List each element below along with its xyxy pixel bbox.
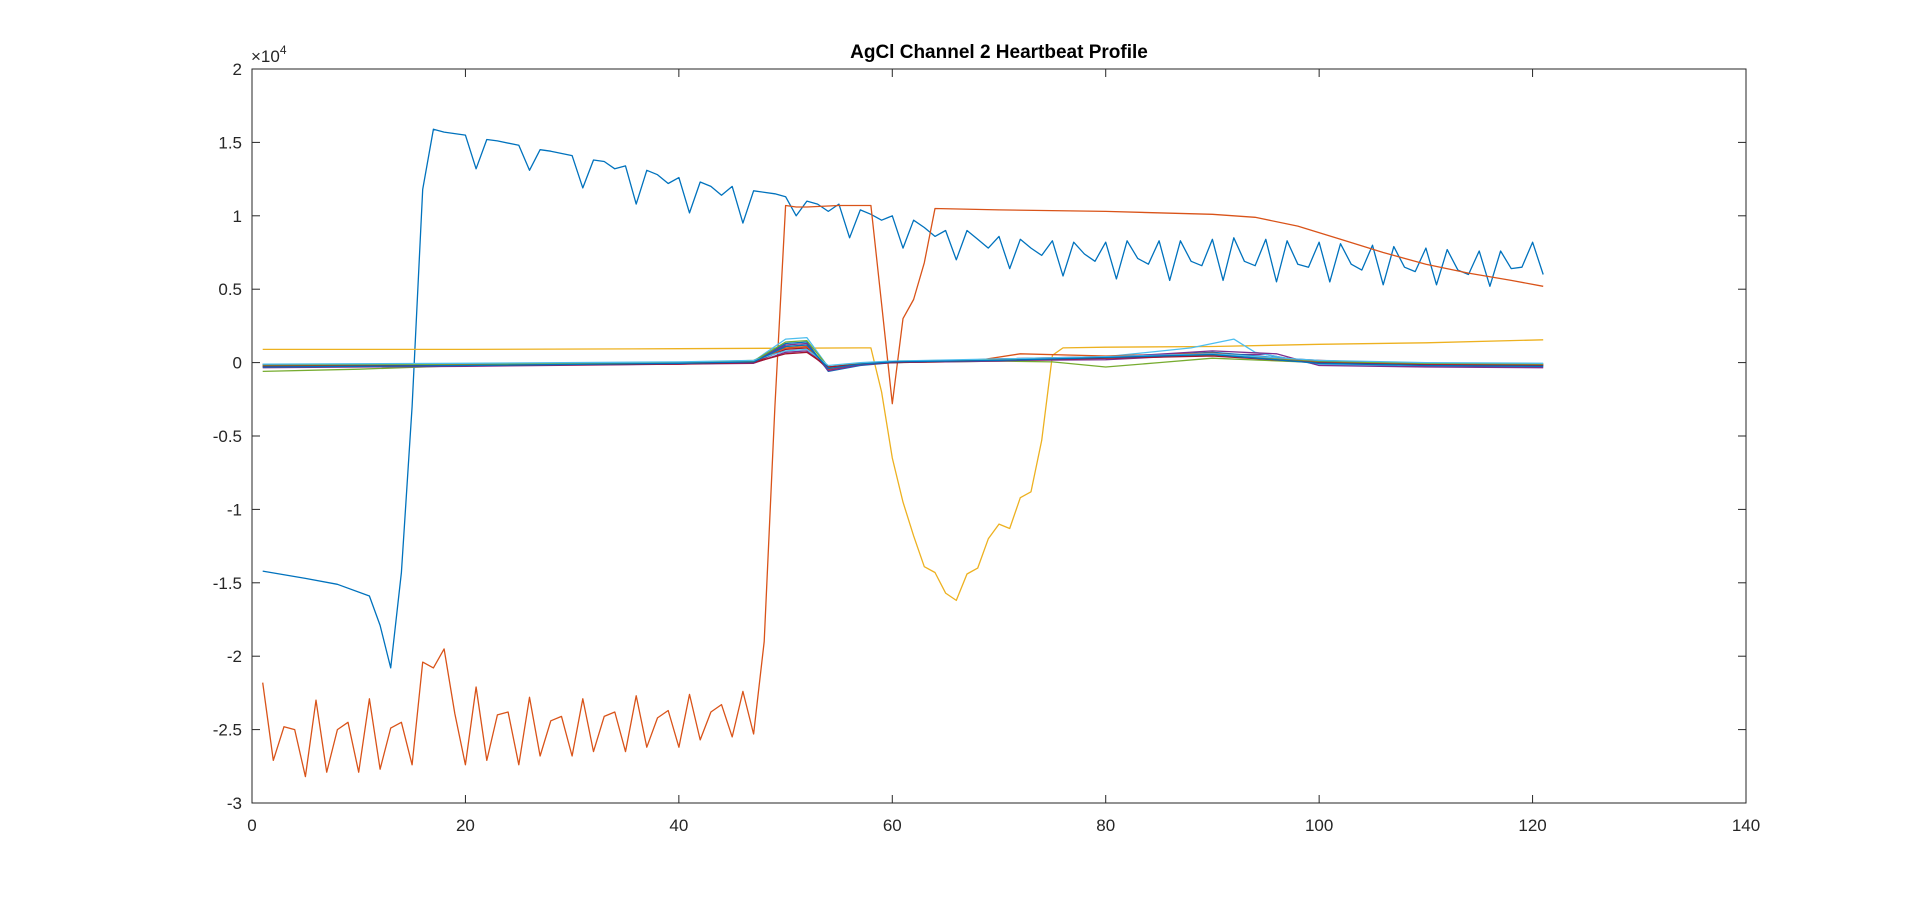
x-tick-label: 100	[1305, 816, 1333, 835]
x-tick-label: 60	[883, 816, 902, 835]
y-tick-label: -0.5	[213, 427, 242, 446]
series-line-11	[262, 339, 1544, 368]
x-tick-label: 20	[456, 816, 475, 835]
y-axis-exponent: ×104	[251, 43, 287, 66]
series-line-1	[262, 128, 1544, 669]
axes-background	[252, 69, 1746, 803]
chart-title: AgCl Channel 2 Heartbeat Profile	[850, 42, 1148, 63]
y-tick-label: 1	[233, 207, 242, 226]
y-tick-label: -2.5	[213, 721, 242, 740]
x-tick-label: 120	[1518, 816, 1546, 835]
x-tick-label: 140	[1732, 816, 1760, 835]
y-tick-label: -2	[227, 647, 242, 666]
series-line-3	[262, 339, 1544, 602]
y-exponent-power: 4	[280, 43, 287, 57]
y-tick-label: -1.5	[213, 574, 242, 593]
series-line-2	[262, 204, 1544, 778]
y-tick-label: 1.5	[218, 133, 242, 152]
series-layer	[262, 128, 1544, 778]
y-tick-label: -1	[227, 500, 242, 519]
x-tick-label: 0	[247, 816, 256, 835]
y-tick-label: 2	[233, 60, 242, 79]
y-tick-label: -3	[227, 794, 242, 813]
series-line-14	[262, 344, 1544, 370]
y-exponent-times: ×10	[251, 47, 280, 66]
axes-box	[251, 68, 1747, 804]
x-tick-label: 40	[669, 816, 688, 835]
ticks-layer: 0 20 40 60 80 100 120 140 -3 -2.5 -2 -1.5 -1 -0.5 0 0.5…	[213, 60, 1760, 835]
y-tick-label: 0	[233, 354, 242, 373]
x-tick-label: 80	[1096, 816, 1115, 835]
y-tick-label: 0.5	[218, 280, 242, 299]
series-line-12	[262, 348, 1544, 367]
